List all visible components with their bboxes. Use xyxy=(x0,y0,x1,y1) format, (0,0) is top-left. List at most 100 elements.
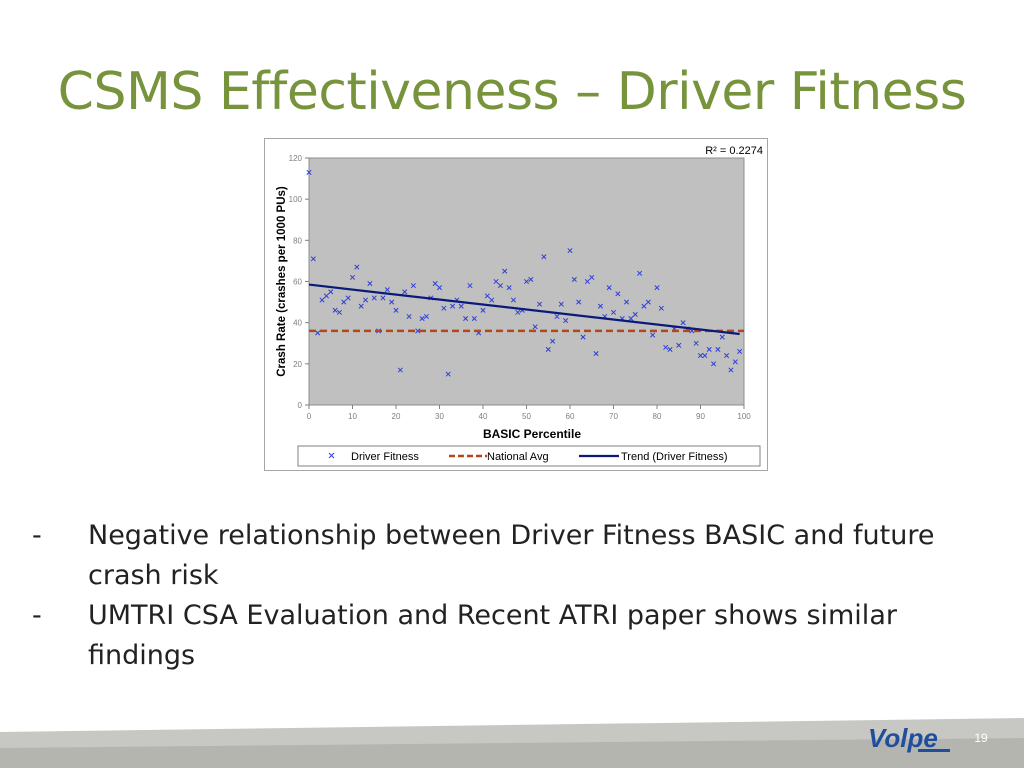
data-point xyxy=(593,350,599,357)
r-squared-label: R² = 0.2274 xyxy=(705,145,763,157)
y-tick-label: 0 xyxy=(298,401,303,410)
legend-label-trend: Trend (Driver Fitness) xyxy=(621,451,728,463)
data-point xyxy=(489,297,495,303)
data-point xyxy=(349,274,356,280)
data-point xyxy=(458,303,464,309)
data-point xyxy=(732,359,738,365)
bullet-item: - Negative relationship between Driver F… xyxy=(32,516,992,596)
data-point xyxy=(323,293,329,299)
data-point xyxy=(432,281,438,287)
chart-container: 0 20 40 60 80 100 120 0 10 20 30 40 50 60 70 80 90 100 BAS… xyxy=(264,138,768,471)
page-number: 19 xyxy=(974,731,988,745)
data-point xyxy=(410,283,416,289)
data-point xyxy=(680,320,686,326)
x-tick-label: 90 xyxy=(696,412,705,421)
data-point xyxy=(436,285,443,291)
data-point xyxy=(706,346,712,352)
data-point xyxy=(449,303,456,309)
data-point xyxy=(315,330,321,336)
data-point xyxy=(328,289,334,295)
data-point xyxy=(623,299,630,305)
data-point xyxy=(336,309,343,315)
data-point xyxy=(523,278,530,285)
x-tick-label: 80 xyxy=(653,412,662,421)
data-point xyxy=(502,268,508,274)
x-tick-label: 100 xyxy=(737,412,751,421)
x-tick-label: 40 xyxy=(479,412,488,421)
x-tick-label: 50 xyxy=(522,412,531,421)
data-point xyxy=(567,248,573,254)
data-point xyxy=(702,353,708,359)
data-point xyxy=(445,371,451,377)
data-point xyxy=(471,315,477,322)
scatter-chart: 0 20 40 60 80 100 120 0 10 20 30 40 50 60 70 80 90 100 BAS… xyxy=(276,145,763,467)
svg-text:Volpe: Volpe xyxy=(868,723,938,753)
data-point xyxy=(654,285,660,291)
data-point xyxy=(423,313,430,320)
legend-marker-driver-fitness xyxy=(328,452,335,459)
data-point xyxy=(463,315,469,322)
y-tick-label: 120 xyxy=(289,154,303,163)
y-tick-label: 20 xyxy=(293,360,302,369)
x-tick-label: 70 xyxy=(609,412,618,421)
data-point xyxy=(319,297,325,303)
data-point xyxy=(532,324,538,330)
data-point xyxy=(441,305,447,311)
data-point xyxy=(380,295,386,301)
bullet-marker: - xyxy=(32,520,42,551)
x-axis-label: BASIC Percentile xyxy=(483,427,581,441)
data-point xyxy=(367,281,373,287)
data-point xyxy=(358,303,364,309)
bullet-text: UMTRI CSA Evaluation and Recent ATRI pap… xyxy=(88,600,897,671)
y-tick-label: 100 xyxy=(289,195,303,204)
legend-box xyxy=(297,445,761,467)
data-point xyxy=(306,169,312,175)
x-tick-label: 30 xyxy=(435,412,444,421)
data-point xyxy=(545,346,551,352)
data-point xyxy=(341,299,347,305)
data-point xyxy=(406,313,412,320)
data-point xyxy=(628,315,634,322)
data-point xyxy=(610,309,617,315)
footer-band xyxy=(0,718,1024,768)
data-point xyxy=(650,332,656,338)
data-point xyxy=(584,278,590,285)
data-point xyxy=(332,307,338,313)
data-point xyxy=(576,299,582,305)
x-tick-label: 10 xyxy=(348,412,357,421)
data-point xyxy=(715,346,721,352)
bullet-item: - UMTRI CSA Evaluation and Recent ATRI p… xyxy=(32,596,992,676)
legend-label-driver-fitness: Driver Fitness xyxy=(351,451,419,463)
data-point xyxy=(345,295,351,301)
data-point xyxy=(550,338,556,344)
data-point xyxy=(571,276,577,282)
data-point xyxy=(663,344,669,350)
x-tick-label: 20 xyxy=(392,412,401,421)
y-tick-label: 40 xyxy=(293,319,302,328)
data-point xyxy=(667,346,673,352)
data-point xyxy=(384,287,390,293)
data-point xyxy=(563,318,569,324)
data-point xyxy=(354,264,360,270)
data-point xyxy=(597,303,604,309)
data-point xyxy=(719,334,725,340)
slide-title: CSMS Effectiveness – Driver Fitness xyxy=(57,62,967,122)
data-point xyxy=(536,301,543,307)
data-point xyxy=(676,342,682,348)
data-point xyxy=(419,315,425,322)
data-point xyxy=(724,353,730,359)
data-point xyxy=(554,313,560,320)
data-point xyxy=(615,291,621,297)
data-point xyxy=(362,297,369,303)
y-tick-label: 60 xyxy=(293,278,302,287)
data-point xyxy=(515,309,521,315)
x-tick-label: 0 xyxy=(307,412,312,421)
data-point xyxy=(506,285,512,291)
data-point xyxy=(528,276,534,282)
bullet-list: - Negative relationship between Driver F… xyxy=(32,516,992,676)
data-point xyxy=(580,334,586,340)
data-point xyxy=(658,305,664,311)
trend-line xyxy=(308,283,740,336)
data-point xyxy=(402,289,408,295)
x-tick-label: 60 xyxy=(566,412,575,421)
